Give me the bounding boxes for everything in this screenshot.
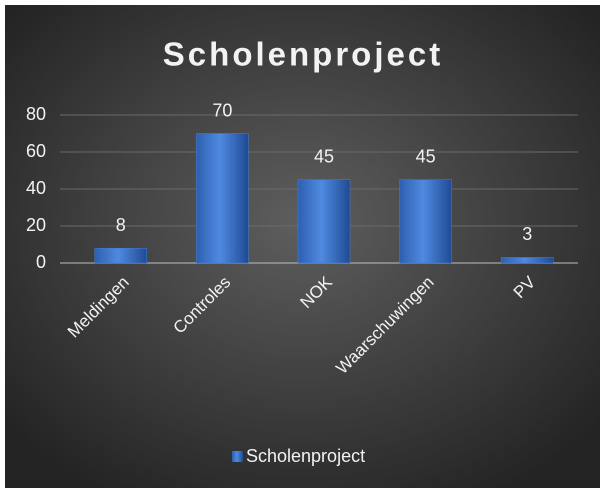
legend-marker bbox=[232, 451, 243, 462]
chart-title: Scholenproject bbox=[163, 36, 443, 73]
y-tick-label: 80 bbox=[26, 104, 46, 124]
data-label: 45 bbox=[416, 147, 436, 167]
data-label: 45 bbox=[314, 147, 334, 167]
data-label: 3 bbox=[522, 224, 532, 244]
data-label: 70 bbox=[212, 100, 232, 120]
y-tick-label: 60 bbox=[26, 141, 46, 161]
bar bbox=[500, 257, 554, 264]
legend-label: Scholenproject bbox=[246, 446, 365, 466]
y-tick-label: 40 bbox=[26, 178, 46, 198]
bar bbox=[94, 247, 148, 264]
bar bbox=[297, 179, 351, 264]
bar bbox=[399, 179, 452, 264]
y-tick-label: 20 bbox=[26, 215, 46, 235]
y-tick-label: 0 bbox=[36, 252, 46, 272]
data-label: 8 bbox=[116, 215, 126, 235]
bar bbox=[196, 133, 249, 264]
